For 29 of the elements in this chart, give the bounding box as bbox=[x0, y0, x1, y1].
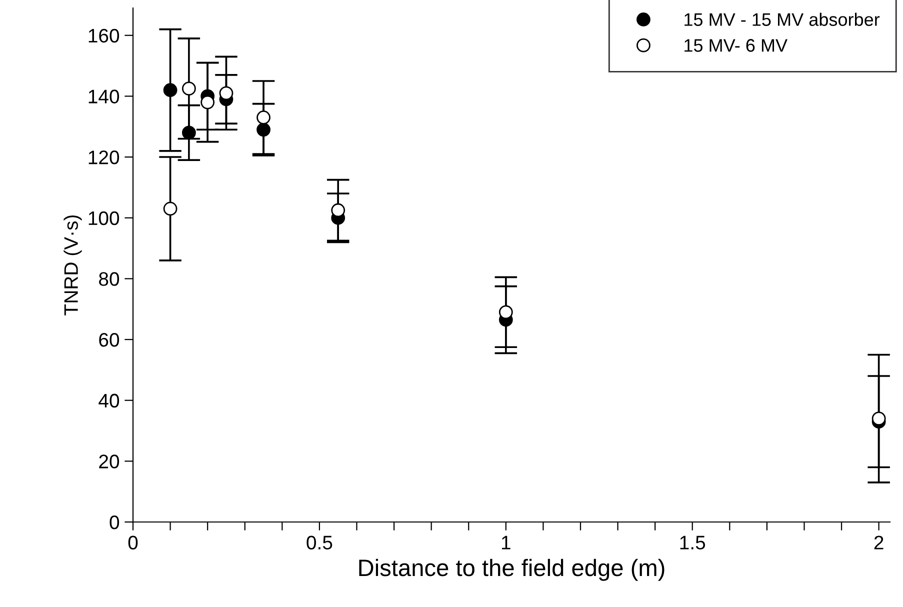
point bbox=[182, 126, 196, 140]
y-tick-label: 40 bbox=[98, 394, 120, 408]
x-axis-title: Distance to the field edge (m) bbox=[359, 558, 664, 581]
y-tick-label: 80 bbox=[99, 272, 120, 286]
y-tick-label: 120 bbox=[88, 150, 120, 164]
x-tick-label: 1 bbox=[502, 536, 510, 550]
y-tick-label: 140 bbox=[88, 90, 120, 104]
point bbox=[182, 82, 196, 96]
x-tick-label: 1.5 bbox=[680, 536, 706, 550]
y-axis-title: TNRD (V·s) bbox=[64, 215, 82, 316]
x-tick-label: 0 bbox=[128, 536, 138, 550]
point bbox=[256, 122, 270, 137]
point bbox=[219, 86, 234, 100]
y-tick-label: 0 bbox=[110, 515, 120, 530]
x-tick-label: 2 bbox=[874, 536, 884, 550]
point bbox=[256, 110, 270, 124]
x-tick-label: 0.5 bbox=[306, 536, 332, 550]
y-tick-label: 20 bbox=[99, 454, 120, 468]
y-tick-label: 100 bbox=[88, 211, 120, 226]
y-tick-label: 60 bbox=[99, 332, 120, 347]
point bbox=[163, 83, 178, 98]
point bbox=[163, 202, 178, 216]
legend-label: 15 MV- 6 MV bbox=[684, 39, 788, 52]
y-tick-label: 160 bbox=[88, 28, 120, 43]
legend-label: 15 MV - 15 MV absorber bbox=[684, 12, 880, 26]
point bbox=[331, 203, 346, 218]
point bbox=[872, 412, 886, 426]
point bbox=[498, 305, 513, 320]
point bbox=[200, 95, 215, 110]
